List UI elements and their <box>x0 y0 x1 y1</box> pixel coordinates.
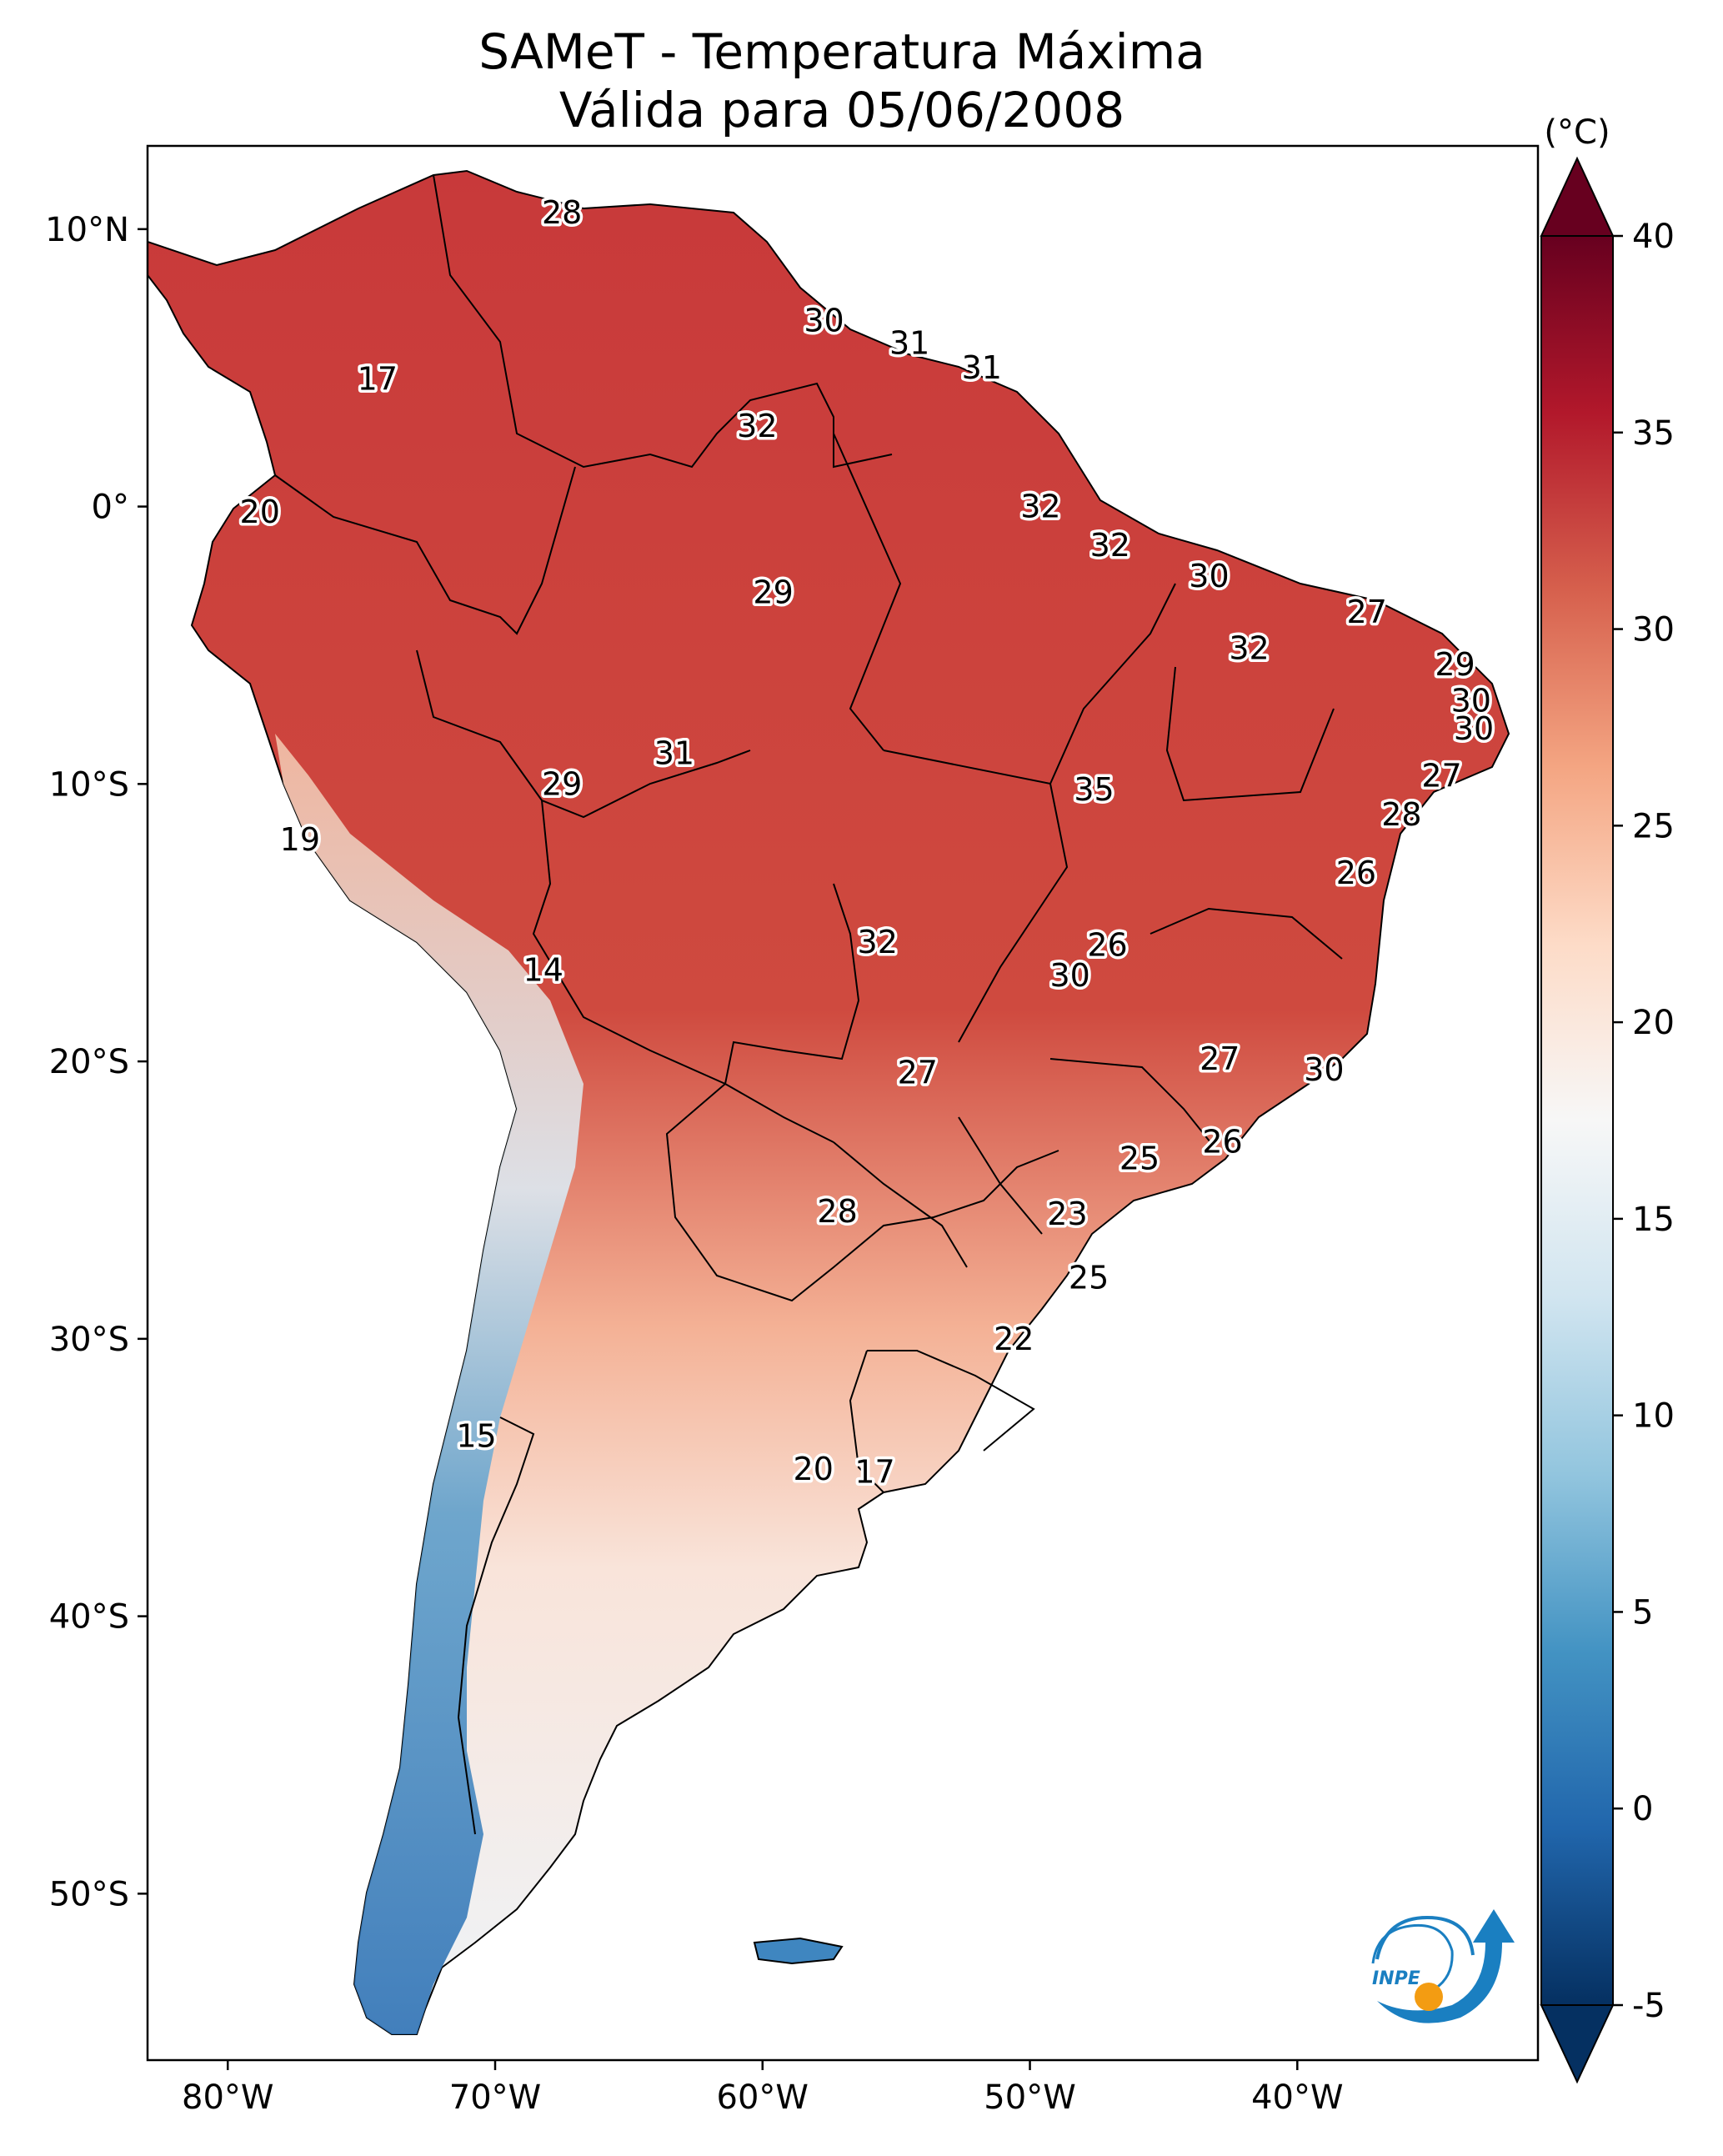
longitude-axis: 80°W 70°W 60°W 50°W 40°W <box>182 2060 1344 2117</box>
temperature-label: 32 <box>1229 629 1269 666</box>
colorbar-unit: (°C) <box>1544 113 1610 152</box>
colorbar-top-extension <box>1540 156 1615 237</box>
andes-cold-band <box>275 734 584 2034</box>
temperature-label: 27 <box>1421 757 1461 794</box>
latitude-axis: 10°N 0° 10°S 20°S 30°S 40°S 50°S <box>45 211 148 1913</box>
inpe-logo-swoosh <box>1377 1909 1515 2023</box>
lon-tick-label: 40°W <box>1251 2078 1343 2117</box>
temperature-label: 28 <box>1381 796 1421 833</box>
inpe-logo: INPE <box>1371 1909 1515 2023</box>
colorbar-bottom-extension <box>1540 2004 1615 2084</box>
lat-tick-label: 10°N <box>45 211 129 249</box>
temperature-label: 14 <box>523 951 563 988</box>
lon-tick-label: 70°W <box>449 2078 541 2117</box>
continent-land <box>148 169 1510 2035</box>
lat-tick-label: 40°S <box>49 1598 129 1637</box>
temperature-label: 32 <box>737 408 777 444</box>
temperature-label: 30 <box>804 303 844 339</box>
inpe-logo-text: INPE <box>1372 1968 1420 1989</box>
inpe-logo-sun <box>1415 1983 1443 2011</box>
temperature-label: 17 <box>358 361 398 398</box>
lat-tick-label: 20°S <box>49 1043 129 1081</box>
colorbar-tick-label: 5 <box>1632 1593 1653 1632</box>
temperature-label: 26 <box>1336 855 1376 891</box>
south-atlantic-falkland-islands <box>753 1937 844 1965</box>
map-layer <box>148 169 1510 2035</box>
colorbar-tick-label: 30 <box>1632 611 1675 649</box>
lat-tick-label: 50°S <box>49 1875 129 1913</box>
temperature-label: 27 <box>898 1054 938 1091</box>
colorbar-tick-label: 35 <box>1632 414 1675 453</box>
temperature-label: 30 <box>1049 957 1089 994</box>
lat-tick-label: 10°S <box>49 765 129 804</box>
colorbar-tick-label: 0 <box>1632 1790 1653 1828</box>
inpe-logo-ring-inner <box>1371 1923 1454 1990</box>
map-frame <box>146 144 1540 2062</box>
temperature-label: 25 <box>1069 1260 1109 1296</box>
temperature-label: 31 <box>889 324 929 361</box>
temperature-label: 30 <box>1454 710 1494 747</box>
country-borders <box>274 174 1343 1835</box>
temperature-label: 19 <box>280 821 320 858</box>
temperature-label: 26 <box>1087 926 1127 963</box>
colorbar-tick-label: 20 <box>1632 1004 1675 1042</box>
temperature-label: 27 <box>1347 594 1387 630</box>
temperature-label: 29 <box>1435 646 1475 683</box>
lon-tick-label: 60°W <box>717 2078 809 2117</box>
temperature-label: 20 <box>240 494 280 530</box>
temperature-label: 27 <box>1200 1040 1240 1077</box>
temperature-label: 29 <box>542 765 582 802</box>
temperature-label: 28 <box>542 194 582 231</box>
temperature-label: 32 <box>858 924 898 960</box>
temperature-label: 22 <box>994 1321 1034 1357</box>
temperature-label: 30 <box>1189 558 1229 594</box>
temperature-label: 31 <box>962 349 1002 386</box>
map-title-line2: Válida para 05/06/2008 <box>559 82 1124 138</box>
temperature-label: 31 <box>654 735 694 772</box>
temperature-label: 25 <box>1119 1141 1160 1177</box>
colorbar-tick-label: -5 <box>1632 1987 1665 2025</box>
colorbar-ticks: 40 35 30 25 20 15 10 5 0 -5 <box>1613 218 1675 2025</box>
temperature-label: 26 <box>1202 1124 1242 1161</box>
temperature-label: 30 <box>1451 683 1491 720</box>
lat-tick-label: 0° <box>92 489 129 527</box>
temperature-label: 32 <box>1020 489 1060 525</box>
colorbar-tick-label: 10 <box>1632 1397 1675 1436</box>
lon-tick-label: 50°W <box>984 2078 1075 2117</box>
temperature-label: 28 <box>817 1193 857 1230</box>
temperature-label: 23 <box>1047 1196 1087 1232</box>
temperature-label: 17 <box>854 1454 894 1491</box>
colorbar-tick-label: 15 <box>1632 1201 1675 1239</box>
temperature-label: 20 <box>794 1451 834 1487</box>
temperature-label: 29 <box>753 574 793 611</box>
temperature-label: 30 <box>1304 1051 1344 1088</box>
lat-tick-label: 30°S <box>49 1321 129 1359</box>
temperature-label: 15 <box>456 1417 496 1454</box>
colorbar-bar <box>1540 235 1614 2006</box>
colorbar: (°C) 40 35 30 25 20 15 10 5 0 -5 <box>1540 113 1675 2084</box>
map-title-line1: SAMeT - Temperatura Máxima <box>478 23 1205 80</box>
colorbar-tick-label: 40 <box>1632 218 1675 256</box>
temperature-label: 32 <box>1090 527 1130 564</box>
colorbar-tick-label: 25 <box>1632 807 1675 845</box>
temperature-label: 35 <box>1074 771 1114 808</box>
lon-tick-label: 80°W <box>182 2078 273 2117</box>
